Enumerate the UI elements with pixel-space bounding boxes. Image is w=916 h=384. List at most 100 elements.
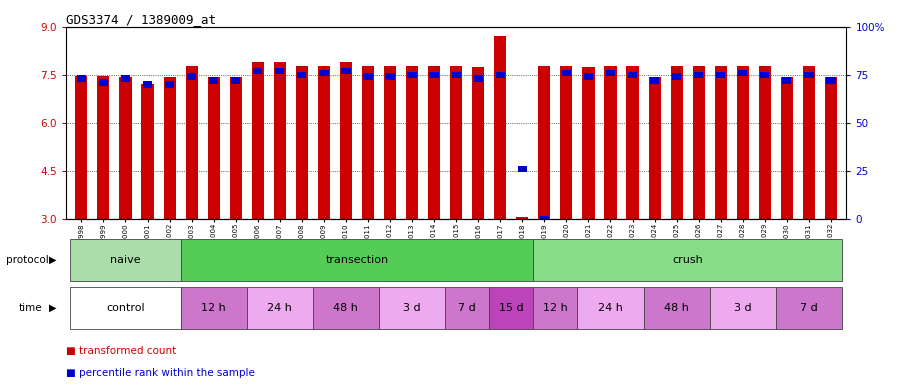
Bar — [143, 81, 152, 88]
Bar — [406, 66, 418, 219]
Bar — [782, 77, 791, 84]
Text: 3 d: 3 d — [403, 303, 420, 313]
Bar — [577, 287, 644, 329]
Bar — [121, 75, 130, 82]
Text: 7 d: 7 d — [800, 303, 818, 313]
Bar — [533, 239, 842, 281]
Bar — [474, 75, 483, 82]
Text: 3 d: 3 d — [734, 303, 752, 313]
Bar — [583, 67, 594, 219]
Bar — [428, 66, 441, 219]
Text: protocol: protocol — [6, 255, 49, 265]
Text: time: time — [18, 303, 42, 313]
Bar — [649, 78, 660, 219]
Bar — [180, 239, 533, 281]
Bar — [342, 68, 351, 74]
Bar — [692, 66, 704, 219]
Bar — [644, 287, 710, 329]
Bar — [208, 78, 220, 219]
Bar — [364, 73, 373, 80]
Bar — [296, 66, 308, 219]
Bar — [209, 77, 218, 84]
Text: ■ percentile rank within the sample: ■ percentile rank within the sample — [66, 368, 255, 378]
Text: control: control — [106, 303, 145, 313]
Bar — [627, 66, 638, 219]
Bar — [187, 73, 196, 80]
Text: GDS3374 / 1389009_at: GDS3374 / 1389009_at — [66, 13, 216, 26]
Bar — [802, 66, 815, 219]
Bar — [495, 36, 507, 219]
Bar — [141, 84, 154, 219]
Bar — [804, 71, 813, 78]
Bar — [313, 287, 379, 329]
Text: ▶: ▶ — [49, 255, 57, 265]
Bar — [362, 66, 374, 219]
Bar — [627, 71, 638, 78]
Bar — [320, 70, 329, 76]
Bar — [452, 71, 461, 78]
Text: 24 h: 24 h — [598, 303, 623, 313]
Text: 48 h: 48 h — [664, 303, 689, 313]
Bar — [671, 66, 682, 219]
Bar — [379, 287, 445, 329]
Text: 12 h: 12 h — [543, 303, 568, 313]
Bar — [163, 78, 176, 219]
Bar — [716, 71, 725, 78]
Bar — [736, 66, 748, 219]
Bar — [253, 68, 262, 74]
Bar — [252, 62, 264, 219]
Bar — [605, 70, 616, 76]
Bar — [738, 70, 747, 76]
Bar — [714, 66, 726, 219]
Bar — [825, 78, 837, 219]
Text: ▶: ▶ — [49, 303, 57, 313]
Bar — [99, 79, 108, 86]
Bar — [776, 287, 842, 329]
Bar — [605, 66, 616, 219]
Bar — [539, 66, 551, 219]
Bar — [119, 78, 132, 219]
Bar — [780, 78, 793, 219]
Bar — [561, 66, 572, 219]
Bar — [450, 66, 463, 219]
Bar — [540, 215, 549, 222]
Bar — [71, 287, 180, 329]
Bar — [246, 287, 313, 329]
Text: 7 d: 7 d — [458, 303, 476, 313]
Text: transection: transection — [325, 255, 388, 265]
Bar — [430, 71, 439, 78]
Bar — [384, 66, 396, 219]
Bar — [518, 166, 527, 172]
Bar — [186, 66, 198, 219]
Bar — [297, 71, 307, 78]
Text: 15 d: 15 d — [499, 303, 524, 313]
Text: crush: crush — [672, 255, 703, 265]
Bar — [231, 77, 240, 84]
Bar — [826, 77, 835, 84]
Text: 12 h: 12 h — [202, 303, 226, 313]
Text: ■ transformed count: ■ transformed count — [66, 346, 176, 356]
Bar — [165, 81, 174, 88]
Text: naive: naive — [110, 255, 141, 265]
Bar — [517, 217, 529, 219]
Bar — [274, 62, 286, 219]
Bar — [672, 73, 682, 80]
Bar — [562, 70, 571, 76]
Bar — [230, 78, 242, 219]
Bar — [71, 239, 180, 281]
Bar — [533, 287, 577, 329]
Bar — [97, 76, 110, 219]
Bar — [340, 62, 352, 219]
Bar — [694, 71, 703, 78]
Bar — [318, 66, 330, 219]
Bar — [445, 287, 489, 329]
Bar — [758, 66, 771, 219]
Bar — [386, 73, 395, 80]
Bar — [77, 75, 86, 82]
Bar — [489, 287, 533, 329]
Text: 48 h: 48 h — [333, 303, 358, 313]
Bar — [760, 71, 769, 78]
Bar — [583, 73, 593, 80]
Bar — [496, 71, 505, 78]
Bar — [275, 68, 285, 74]
